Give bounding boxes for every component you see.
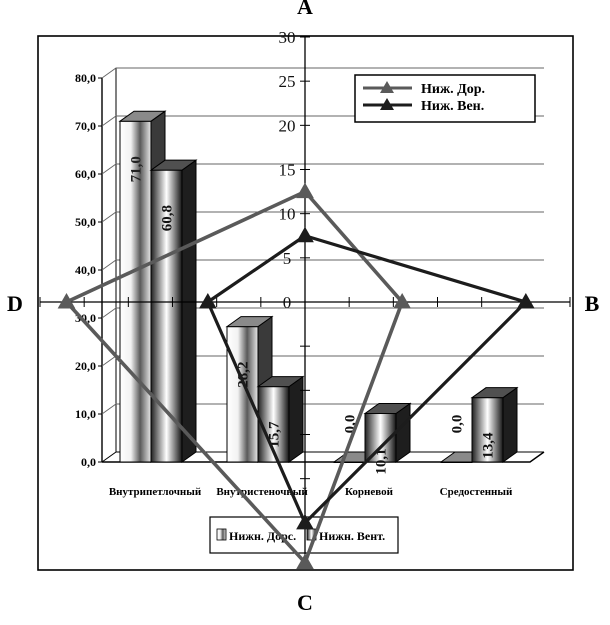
bar-top — [470, 387, 519, 399]
bar-value-label: 28,2 — [236, 362, 252, 388]
radar-tick-label: 25 — [279, 72, 296, 91]
bar-vent: 10,1 — [363, 402, 412, 475]
bar-value-label: 71,0 — [129, 156, 145, 182]
radar-legend-marker — [380, 98, 394, 110]
radar-marker — [57, 292, 76, 309]
bar-top — [256, 376, 305, 388]
bar-front — [226, 326, 259, 463]
radar-chart: 0 5 10 15 20 25 30A B C D Ниж. Дор. Ниж. Вен. — [7, 0, 600, 615]
bar-value-label: 0,0 — [450, 415, 466, 434]
radar-legend-label: Ниж. Вен. — [421, 99, 484, 114]
radar-marker — [296, 182, 314, 199]
bar-category-label: Корневой — [345, 486, 394, 498]
radar-legend: Ниж. Дор. Ниж. Вен. — [354, 74, 536, 123]
radar-axis-label-d: D — [7, 291, 23, 316]
radar-marker — [516, 292, 535, 309]
bar-category-label: Внутрипетлочный — [109, 486, 202, 498]
radar-legend-marker — [380, 81, 394, 93]
bar-y-tick-label: 10,0 — [75, 407, 96, 421]
bar-top — [363, 403, 412, 415]
bar-vent: 15,7 — [256, 375, 305, 463]
radar-tick-label: 10 — [279, 205, 296, 224]
radar-marker — [296, 553, 314, 570]
bar-top — [118, 110, 167, 122]
bar-y-tick-label: 50,0 — [75, 215, 96, 229]
bar-y-tick-label: 60,0 — [75, 167, 96, 181]
bar-value-label: 10,1 — [374, 448, 390, 474]
radar-series-vent — [198, 226, 535, 530]
radar-marker — [296, 513, 314, 530]
bar-top — [225, 316, 274, 328]
bar-gridline — [101, 259, 544, 271]
radar-legend-label: Ниж. Дор. — [421, 82, 485, 97]
radar-axis-label-c: C — [297, 590, 313, 615]
radar-tick-label: 15 — [279, 161, 296, 180]
radar-marker — [393, 292, 412, 309]
radar-legend-box — [354, 74, 536, 123]
bar-y-tick-label: 0,0 — [81, 455, 96, 469]
bar-value-label: 13,4 — [481, 432, 497, 459]
bar-y-tick-label: 70,0 — [75, 119, 96, 133]
radar-marker — [198, 292, 217, 309]
bar-y-tick-label: 40,0 — [75, 263, 96, 277]
bar-chart: 0,010,020,030,040,050,060,070,080,071,06… — [75, 67, 545, 554]
bar-top — [149, 159, 198, 171]
radar-series-dors — [57, 182, 412, 570]
bar-gridline — [101, 163, 544, 175]
bar-gridline — [101, 211, 544, 223]
bar-side — [181, 159, 197, 463]
bar-gridline — [101, 67, 544, 79]
bar-side — [288, 375, 304, 463]
bar-y-tick-label: 80,0 — [75, 71, 96, 85]
bar-value-label: 60,8 — [160, 205, 176, 231]
radar-tick-label: 30 — [279, 28, 296, 47]
radar-axis-label-b: B — [585, 291, 600, 316]
radar-frame — [37, 35, 574, 571]
bar-vent: 13,4 — [470, 386, 519, 463]
bar-legend-swatch — [216, 528, 227, 541]
bar-side — [502, 386, 518, 463]
radar-tick-label: 5 — [283, 249, 292, 268]
bar-front — [471, 397, 504, 463]
radar-marker — [296, 226, 314, 243]
bar-category-label: Средостенный — [440, 486, 513, 498]
bar-legend-label: Нижн. Вент. — [319, 529, 385, 543]
radar-tick-label: 20 — [279, 116, 296, 135]
radar-axis-label-a: A — [297, 0, 313, 19]
radar-tick-label: 0 — [283, 293, 292, 312]
bar-y-tick-label: 20,0 — [75, 359, 96, 373]
